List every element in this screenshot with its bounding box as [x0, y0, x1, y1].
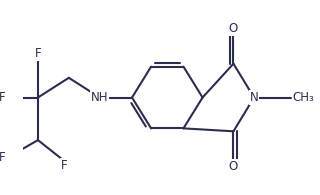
Text: F: F [61, 159, 67, 172]
Text: F: F [0, 151, 6, 164]
Text: NH: NH [91, 91, 108, 104]
Text: CH₃: CH₃ [292, 91, 314, 104]
Text: F: F [35, 47, 41, 60]
Text: O: O [229, 22, 238, 35]
Text: F: F [0, 91, 6, 104]
Text: N: N [250, 91, 258, 104]
Text: O: O [229, 160, 238, 173]
